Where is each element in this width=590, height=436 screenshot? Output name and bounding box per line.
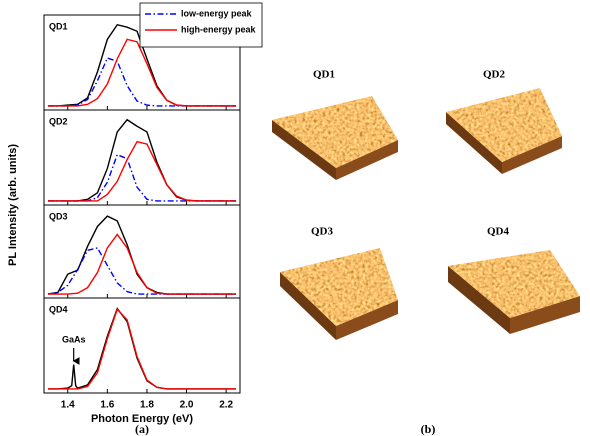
plot-frame xyxy=(44,205,240,298)
x-tick-label: 2.0 xyxy=(180,400,194,411)
afm-label: QD2 xyxy=(483,69,506,81)
plot-frame xyxy=(44,110,240,205)
series-line xyxy=(48,248,236,294)
x-axis-label: Photon Energy (eV) xyxy=(91,413,193,425)
annotation: GaAs xyxy=(62,334,86,344)
afm-image: QD3 xyxy=(280,226,398,340)
series-line xyxy=(48,309,236,389)
x-tick-label: 2.2 xyxy=(219,400,233,411)
afm-label: QD1 xyxy=(313,69,335,81)
afm-image: QD1 xyxy=(272,69,398,180)
panel-title: QD4 xyxy=(49,304,68,314)
x-tick-label: 1.8 xyxy=(140,400,154,411)
series-line xyxy=(48,39,236,106)
series-line xyxy=(48,155,236,201)
panel-label: (b) xyxy=(421,422,436,436)
legend-label: low-energy peak xyxy=(181,8,253,18)
afm-label: QD4 xyxy=(487,226,510,238)
legend-label: high-energy peak xyxy=(181,24,257,34)
afm-images: QD1 QD2 QD3 QD4 xyxy=(272,69,580,340)
panel-title: QD1 xyxy=(49,21,68,31)
figure: PL Intensity (arb. units) (a) (b) QD1 QD… xyxy=(0,0,590,436)
series-line xyxy=(48,234,236,294)
x-tick-label: 1.4 xyxy=(61,400,75,411)
afm-image: QD2 xyxy=(446,69,562,174)
page: {"chart_data": [ {"type": "line", "title… xyxy=(0,0,590,436)
panel-title: QD2 xyxy=(49,116,68,126)
x-tick-label: 1.6 xyxy=(100,400,114,411)
series-line xyxy=(48,142,236,201)
panel-title: QD3 xyxy=(49,211,68,221)
afm-label: QD3 xyxy=(311,226,334,238)
series-line xyxy=(48,58,236,106)
series-line xyxy=(48,216,236,294)
plot-frame xyxy=(44,298,240,393)
series-line xyxy=(48,120,236,201)
series-line xyxy=(48,309,236,389)
afm-image: QD4 xyxy=(448,226,580,334)
y-axis-label: PL Intensity (arb. units) xyxy=(7,144,19,266)
